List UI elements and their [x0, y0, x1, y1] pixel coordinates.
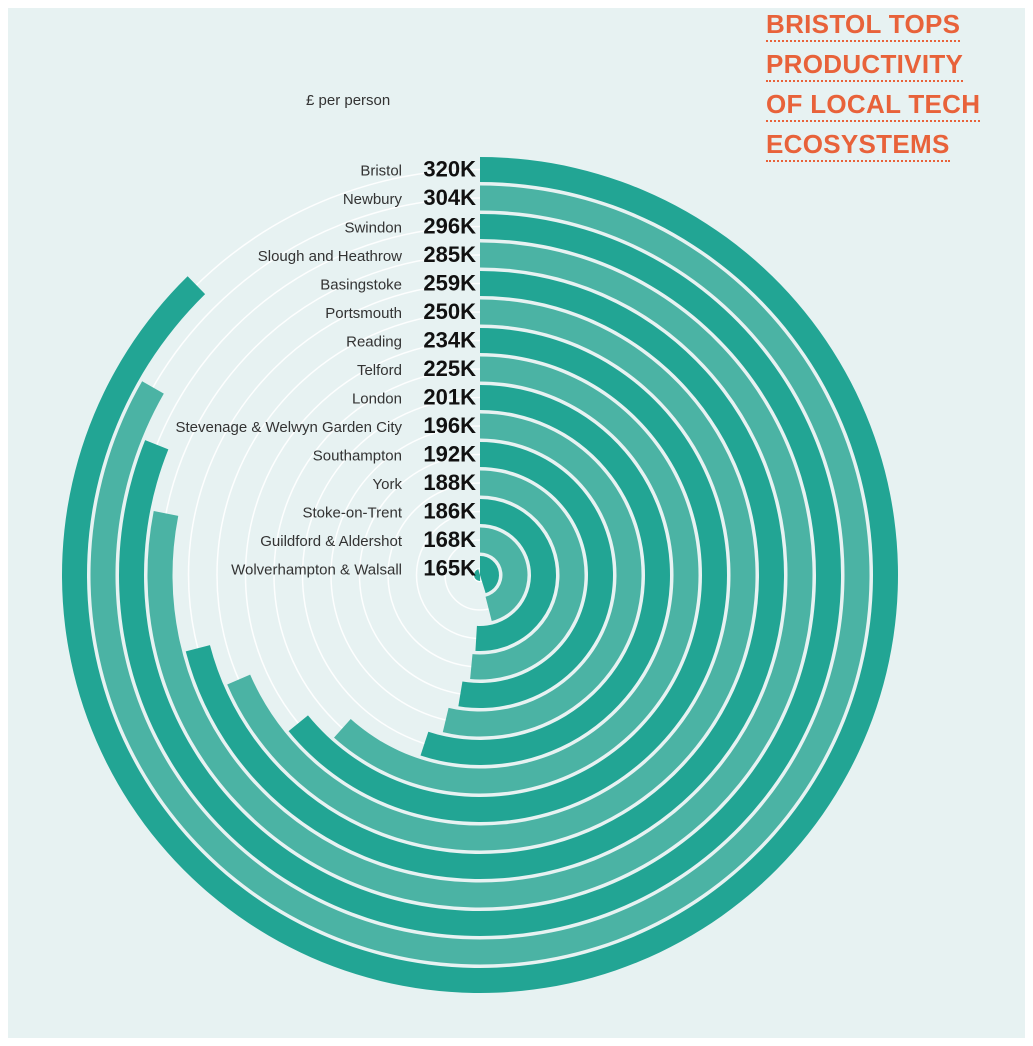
category-label: Telford [357, 362, 402, 379]
value-label: 186K [423, 499, 476, 524]
title-line-4: ECOSYSTEMS [766, 130, 950, 162]
bar-telford [334, 356, 699, 794]
category-label: Newbury [343, 191, 403, 208]
value-label: 196K [423, 413, 476, 438]
category-label: Wolverhampton & Walsall [231, 562, 402, 579]
value-label: 234K [423, 328, 476, 353]
category-label: London [352, 391, 402, 408]
value-label: 201K [423, 385, 476, 410]
value-label: 296K [423, 214, 476, 239]
value-label: 259K [423, 271, 476, 296]
category-labels: 320K Bristol 304K Newbury 296K Swindon 285K Slo… [175, 157, 476, 581]
value-label: 192K [423, 442, 476, 467]
title-line-1: BRISTOL TOPS [766, 10, 961, 42]
category-label: Stevenage & Welwyn Garden City [175, 419, 402, 436]
value-label: 165K [423, 556, 476, 581]
value-label: 188K [423, 470, 476, 495]
category-label: Swindon [344, 220, 402, 237]
bar-reading [288, 328, 728, 822]
category-label: Reading [346, 334, 402, 351]
bar-wolverhampton-walsall [474, 556, 499, 594]
value-label: 320K [423, 157, 476, 182]
category-label: Portsmouth [325, 305, 402, 322]
title-line-2: PRODUCTIVITY [766, 50, 964, 82]
value-label: 250K [423, 299, 476, 324]
value-label: 304K [423, 185, 476, 210]
category-label: Guildford & Aldershot [260, 533, 403, 550]
value-label: 225K [423, 356, 476, 381]
unit-label: £ per person [306, 92, 391, 109]
category-label: York [373, 476, 403, 493]
category-label: Bristol [360, 163, 402, 180]
bar-guildford-aldershot [480, 527, 528, 622]
chart-title: BRISTOL TOPS PRODUCTIVITY OF LOCAL TECH … [766, 10, 981, 170]
category-label: Basingstoke [320, 277, 402, 294]
category-label: Southampton [313, 448, 402, 465]
bar-southampton [458, 442, 613, 708]
category-label: Slough and Heathrow [258, 248, 402, 265]
bars [61, 157, 898, 993]
category-label: Stoke-on-Trent [303, 505, 403, 522]
bar-york [470, 470, 585, 680]
bar-stoke-on-trent [475, 499, 556, 651]
value-label: 285K [423, 242, 476, 267]
title-line-3: OF LOCAL TECH [766, 90, 981, 122]
value-label: 168K [423, 527, 476, 552]
bar-stevenage-welwyn-garden-city [442, 413, 642, 737]
